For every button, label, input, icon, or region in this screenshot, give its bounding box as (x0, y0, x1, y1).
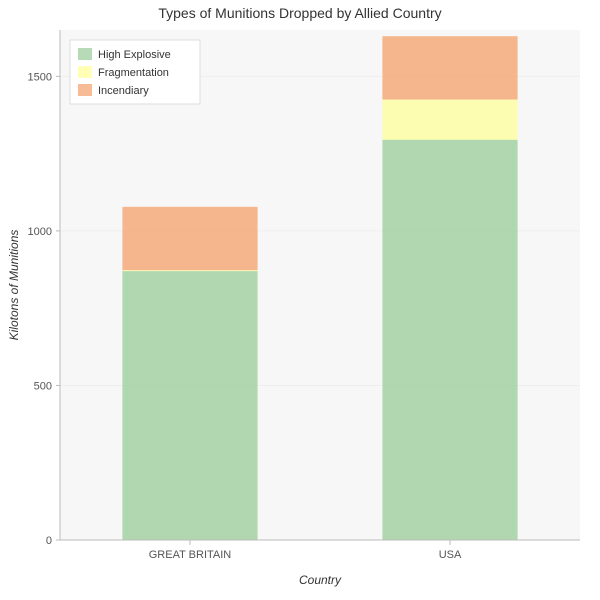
y-tick-label: 0 (46, 535, 52, 547)
y-tick-label: 1000 (28, 226, 52, 238)
bar-segment (382, 100, 517, 140)
stacked-bar-chart: Types of Munitions Dropped by Allied Cou… (0, 0, 600, 600)
legend-swatch (78, 84, 92, 96)
legend-swatch (78, 48, 92, 60)
bar-segment (122, 207, 257, 270)
legend-label: Fragmentation (98, 67, 169, 79)
bar-segment (382, 140, 517, 540)
y-tick-label: 500 (34, 380, 52, 392)
bar-segment (122, 271, 257, 540)
legend-label: Incendiary (98, 85, 149, 97)
y-axis-title: Kilotons of Munitions (7, 230, 21, 341)
y-tick-label: 1500 (28, 71, 52, 83)
x-axis-title: Country (299, 573, 342, 587)
bar-segment (122, 270, 257, 271)
bar-segment (382, 36, 517, 99)
legend-swatch (78, 66, 92, 78)
x-tick-label: USA (439, 549, 462, 561)
legend-label: High Explosive (98, 49, 171, 61)
x-tick-label: GREAT BRITAIN (149, 549, 232, 561)
chart-title: Types of Munitions Dropped by Allied Cou… (158, 5, 441, 21)
chart-container: Types of Munitions Dropped by Allied Cou… (0, 0, 600, 600)
